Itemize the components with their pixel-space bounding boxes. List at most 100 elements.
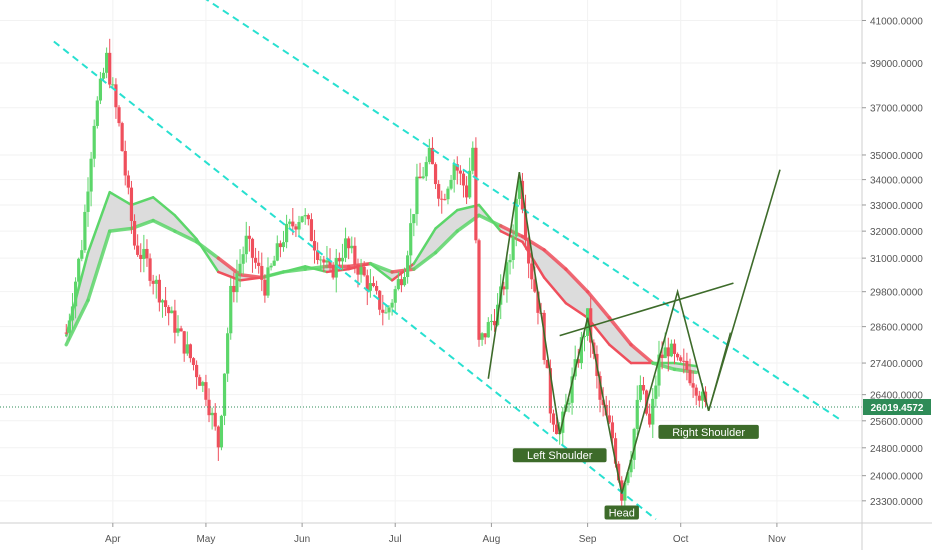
ma-fast-segment [477,203,502,233]
y-tick-label: 29800.0000 [870,288,923,299]
candle-body [648,413,652,425]
candle-body [660,354,664,359]
candle-body [325,260,329,263]
candle-body [449,179,453,189]
candle-body [427,147,431,163]
candle-body [691,383,695,388]
candle-body [170,310,174,314]
candle-body [173,310,177,333]
y-tick-label: 41000.0000 [870,16,923,27]
candle-body [238,263,242,274]
candle-body [300,216,304,223]
ma-slow-segment [542,248,568,271]
candle-body [210,412,214,416]
candle-body [275,243,279,261]
candle-body [148,258,152,281]
candle-body [95,100,99,126]
candle-body [303,215,307,217]
annotation-box [658,424,759,439]
candle-body [461,173,466,186]
ma-slow-segment [498,224,525,239]
head-label: Head [609,508,635,520]
y-tick-label: 23300.0000 [870,497,923,508]
y-tick-label: 24800.0000 [870,444,923,455]
y-tick-label: 37000.0000 [870,104,923,115]
candle-body [241,254,245,264]
candle-body [700,391,705,401]
candle-body [145,248,149,259]
candle-body [86,191,90,212]
candle-body [70,306,75,321]
ma-slow-segment [64,298,90,347]
y-tick-label: 25600.0000 [870,417,923,428]
candle-body [108,52,112,85]
x-tick-label: Nov [768,534,786,545]
candle-body [368,283,372,291]
y-tick-label: 27400.0000 [870,359,923,370]
candle-body [160,300,165,303]
annotation-layer: Left Shoulder Head Right Shoulder [512,424,759,520]
candle-body [598,375,602,400]
candle-body [334,257,338,278]
candle-body [586,308,590,336]
pattern-layer [487,169,781,494]
candle-body [207,399,211,416]
candle-body [548,368,552,414]
candle-body [409,223,413,256]
candle-body [412,214,416,224]
breakout-projection-alt [708,332,731,412]
ma-slow-segment [672,367,698,375]
candle-body [464,185,469,198]
candle-body [626,472,630,483]
y-tick-label: 31000.0000 [870,254,923,265]
ma-fast-segment [542,276,568,305]
candle-body [393,289,397,303]
candle-body [176,328,180,333]
candle-body [514,198,518,237]
candle-body [483,333,487,338]
candle-body [185,344,189,354]
candle-body [179,328,183,332]
candle-body [353,245,357,265]
candle-body [654,385,658,399]
candle-body [387,307,391,313]
candle-body [536,291,540,313]
candle-body [263,279,267,296]
candle-body [278,243,282,248]
candle-body [191,358,196,365]
channel-layer [0,0,862,521]
candle-layer [64,38,708,512]
ma-slow-segment [281,267,307,274]
x-tick-label: May [196,534,215,545]
ma-fast-segment [412,227,437,265]
ma-slow-segment [477,213,503,228]
candle-body [322,259,326,263]
candle-body [527,240,531,264]
x-tick-label: Jun [294,534,310,545]
candle-body [440,198,444,200]
candle-body [350,245,354,249]
x-tick-label: Apr [105,534,121,545]
candle-body [424,162,428,177]
ma-fast-segment [499,229,524,244]
candle-body [666,347,670,357]
candle-body [437,184,441,199]
candle-body [638,385,642,400]
candle-body [272,260,276,266]
y-tick-label: 28600.0000 [870,323,923,334]
candle-body [188,344,193,359]
candle-body [629,459,633,473]
candle-body [117,107,121,124]
candle-body [294,226,298,230]
candle-body [443,199,447,201]
candle-body [505,262,509,290]
candle-body [502,286,506,290]
candle-body [610,422,615,439]
ma-fast-segment [564,301,589,319]
candle-body [492,320,497,326]
candle-body [415,176,419,215]
ma-slow-segment [260,270,286,280]
candle-body [281,242,286,248]
candle-body [374,286,379,291]
